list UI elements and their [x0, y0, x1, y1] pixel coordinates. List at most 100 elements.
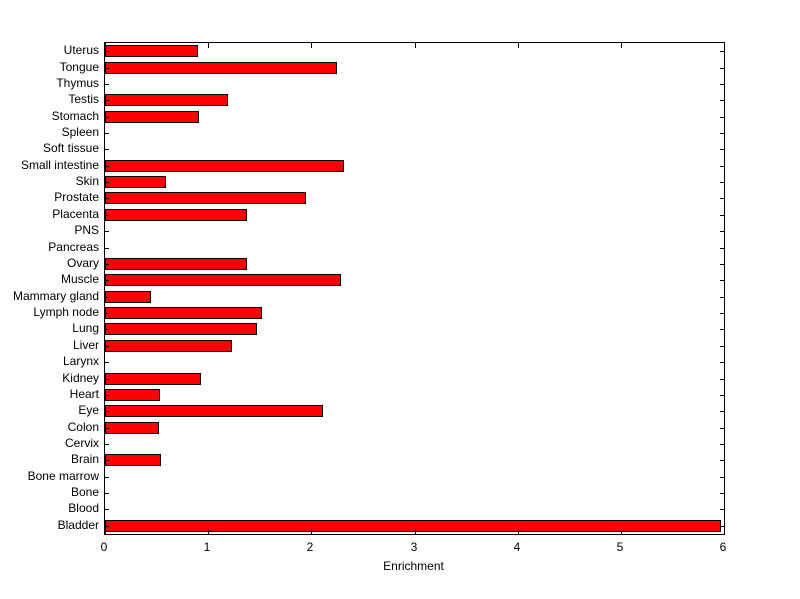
- y-tick-label-prostate: Prostate: [54, 190, 99, 204]
- y-tick-label-brain: Brain: [70, 452, 99, 466]
- bar-small-intestine: [105, 160, 344, 172]
- y-tick-label-cervix: Cervix: [64, 436, 99, 450]
- y-tick-right: [720, 395, 724, 396]
- bar-lymph-node: [105, 307, 262, 319]
- y-tick-label-eye: Eye: [78, 403, 99, 417]
- y-tick-right: [720, 100, 724, 101]
- y-tick-label-heart: Heart: [69, 387, 99, 401]
- y-tick-label-lung: Lung: [72, 321, 99, 335]
- y-tick-label-lymph-node: Lymph node: [33, 305, 99, 319]
- x-tick-bottom: [311, 529, 312, 534]
- y-tick-left: [105, 411, 109, 412]
- y-tick-label-muscle: Muscle: [60, 272, 99, 286]
- y-tick-left: [105, 509, 109, 510]
- y-tick-label-testis: Testis: [68, 92, 99, 106]
- y-tick-label-bone-marrow: Bone marrow: [27, 469, 99, 483]
- y-tick-right: [720, 428, 724, 429]
- bar-tongue: [105, 62, 337, 74]
- y-tick-right: [720, 248, 724, 249]
- y-tick-left: [105, 149, 109, 150]
- y-tick-right: [720, 329, 724, 330]
- y-tick-label-skin: Skin: [75, 174, 99, 188]
- bar-eye: [105, 405, 323, 417]
- bar-uterus: [105, 45, 198, 57]
- y-tick-right: [720, 84, 724, 85]
- y-tick-right: [720, 526, 724, 527]
- y-tick-left: [105, 379, 109, 380]
- bar-muscle: [105, 274, 341, 286]
- y-tick-right: [720, 149, 724, 150]
- y-tick-label-larynx: Larynx: [62, 354, 99, 368]
- bar-stomach: [105, 111, 199, 123]
- y-tick-left: [105, 280, 109, 281]
- y-tick-right: [720, 264, 724, 265]
- y-tick-left: [105, 395, 109, 396]
- y-tick-label-ovary: Ovary: [66, 256, 99, 270]
- bar-brain: [105, 454, 161, 466]
- x-tick-top: [621, 43, 622, 48]
- x-tick-bottom: [415, 529, 416, 534]
- x-tick-label-3: 3: [410, 540, 418, 554]
- y-tick-right: [720, 493, 724, 494]
- y-tick-label-kidney: Kidney: [62, 371, 99, 385]
- y-tick-right: [720, 444, 724, 445]
- y-tick-left: [105, 477, 109, 478]
- y-tick-left: [105, 444, 109, 445]
- y-tick-right: [720, 166, 724, 167]
- bar-placenta: [105, 209, 247, 221]
- y-tick-right: [720, 411, 724, 412]
- y-tick-label-bone: Bone: [70, 485, 99, 499]
- bar-ovary: [105, 258, 247, 270]
- y-tick-left: [105, 264, 109, 265]
- y-tick-left: [105, 346, 109, 347]
- y-tick-label-liver: Liver: [72, 338, 99, 352]
- x-tick-top: [518, 43, 519, 48]
- y-tick-right: [720, 313, 724, 314]
- y-tick-right: [720, 182, 724, 183]
- x-tick-label-2: 2: [306, 540, 314, 554]
- y-tick-left: [105, 198, 109, 199]
- x-tick-label-0: 0: [100, 540, 108, 554]
- x-tick-bottom: [621, 529, 622, 534]
- y-tick-left: [105, 297, 109, 298]
- y-tick-left: [105, 215, 109, 216]
- bar-heart: [105, 389, 160, 401]
- y-tick-left: [105, 117, 109, 118]
- bar-colon: [105, 422, 159, 434]
- x-axis-title: Enrichment: [383, 559, 444, 573]
- y-tick-label-small-intestine: Small intestine: [20, 158, 99, 172]
- y-tick-left: [105, 231, 109, 232]
- y-tick-left: [105, 51, 109, 52]
- y-tick-right: [720, 231, 724, 232]
- x-tick-bottom: [518, 529, 519, 534]
- y-tick-right: [720, 198, 724, 199]
- x-tick-bottom: [724, 529, 725, 534]
- y-tick-label-tongue: Tongue: [59, 60, 99, 74]
- y-tick-left: [105, 493, 109, 494]
- bar-bladder: [105, 520, 721, 532]
- bar-skin: [105, 176, 166, 188]
- y-tick-label-uterus: Uterus: [63, 43, 99, 57]
- y-tick-left: [105, 166, 109, 167]
- y-tick-left: [105, 84, 109, 85]
- y-tick-right: [720, 379, 724, 380]
- y-tick-right: [720, 68, 724, 69]
- x-tick-bottom: [208, 529, 209, 534]
- y-tick-right: [720, 280, 724, 281]
- x-tick-label-5: 5: [616, 540, 624, 554]
- x-tick-top: [724, 43, 725, 48]
- y-tick-right: [720, 509, 724, 510]
- y-tick-label-blood: Blood: [68, 501, 99, 515]
- y-tick-label-pancreas: Pancreas: [48, 240, 99, 254]
- y-tick-right: [720, 215, 724, 216]
- y-tick-label-colon: Colon: [67, 420, 99, 434]
- y-tick-right: [720, 346, 724, 347]
- y-tick-label-soft-tissue: Soft tissue: [42, 141, 99, 155]
- y-tick-left: [105, 362, 109, 363]
- y-tick-left: [105, 68, 109, 69]
- bar-kidney: [105, 373, 201, 385]
- x-tick-bottom: [105, 529, 106, 534]
- bar-lung: [105, 323, 257, 335]
- x-tick-top: [415, 43, 416, 48]
- y-tick-right: [720, 477, 724, 478]
